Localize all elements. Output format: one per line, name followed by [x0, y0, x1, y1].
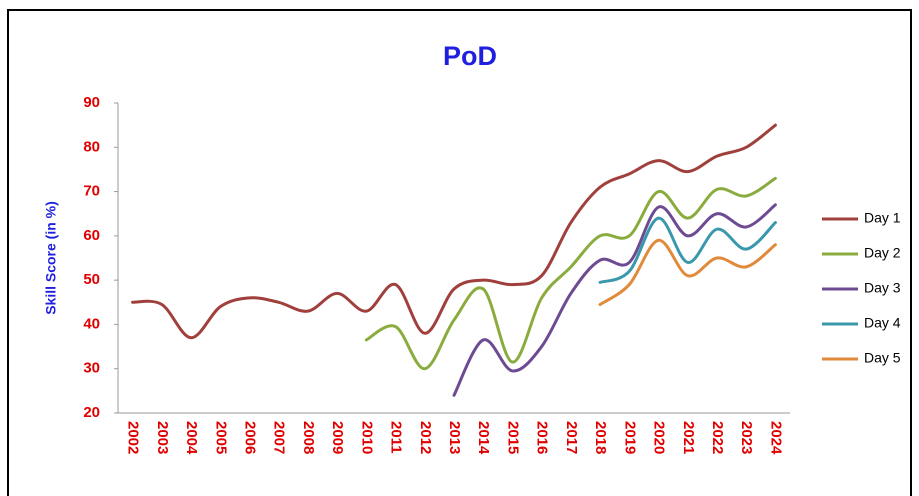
x-tick-label: 2023 — [738, 421, 755, 454]
legend-label: Day 3 — [864, 280, 901, 296]
series-line — [452, 203, 777, 397]
series-line — [598, 216, 777, 284]
x-tick-label: 2019 — [621, 421, 638, 454]
y-tick-label: 70 — [83, 183, 100, 200]
series-line — [131, 123, 777, 340]
x-tick-label: 2009 — [329, 421, 346, 454]
x-tick-label: 2011 — [388, 421, 405, 454]
y-tick-label: 20 — [83, 404, 100, 421]
x-tick-label: 2024 — [767, 421, 784, 455]
x-tick-label: 2002 — [125, 421, 142, 454]
x-tick-label: 2007 — [271, 421, 288, 454]
x-tick-label: 2004 — [183, 421, 200, 455]
x-tick-label: 2020 — [651, 421, 668, 454]
chart-title: PoD — [443, 41, 497, 71]
x-tick-label: 2016 — [534, 421, 551, 454]
x-tick-label: 2021 — [680, 421, 697, 454]
x-tick-label: 2010 — [358, 421, 375, 454]
frame — [7, 9, 912, 496]
series-line — [364, 176, 777, 371]
y-tick-label: 90 — [83, 94, 100, 111]
y-tick-label: 60 — [83, 227, 100, 244]
x-tick-label: 2008 — [300, 421, 317, 454]
y-tick-label: 50 — [83, 271, 100, 288]
x-tick-label: 2022 — [709, 421, 726, 454]
x-tick-label: 2003 — [154, 421, 171, 454]
legend-label: Day 5 — [864, 350, 901, 366]
x-tick-label: 2013 — [446, 421, 463, 454]
x-tick-label: 2017 — [563, 421, 580, 454]
series-line — [598, 238, 777, 306]
x-tick-label: 2006 — [242, 421, 259, 454]
y-tick-label: 40 — [83, 315, 100, 332]
legend-label: Day 4 — [864, 315, 901, 331]
y-tick-label: 80 — [83, 138, 100, 155]
x-tick-label: 2005 — [212, 421, 229, 454]
x-tick-label: 2014 — [475, 421, 492, 455]
y-axis-label: Skill Score (in %) — [43, 201, 59, 315]
x-tick-label: 2012 — [417, 421, 434, 454]
x-tick-label: 2018 — [592, 421, 609, 454]
x-tick-label: 2015 — [504, 421, 521, 454]
y-tick-label: 30 — [83, 360, 100, 377]
legend-label: Day 2 — [864, 245, 901, 261]
legend-label: Day 1 — [864, 210, 901, 226]
